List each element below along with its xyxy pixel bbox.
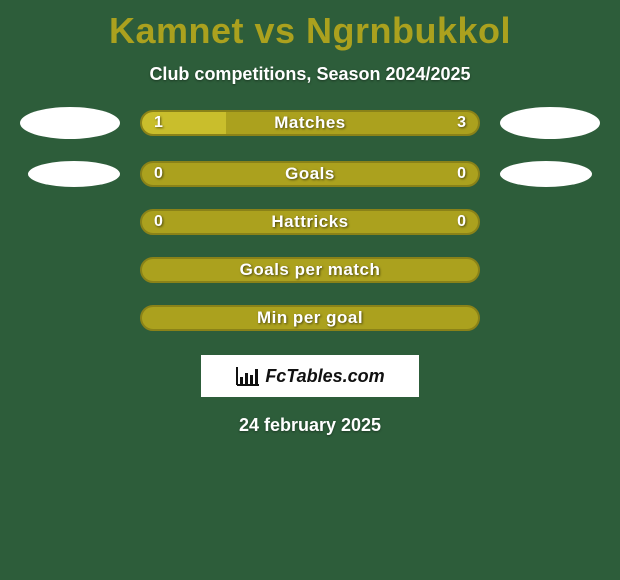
brand-text: FcTables.com	[265, 366, 384, 387]
page-title: Kamnet vs Ngrnbukkol	[0, 0, 620, 52]
brand-box[interactable]: FcTables.com	[201, 355, 419, 397]
stat-value-right: 0	[457, 213, 466, 231]
stat-label: Goals	[142, 164, 478, 184]
team-right-marker	[500, 107, 600, 139]
stat-label: Hattricks	[142, 212, 478, 232]
stat-label: Matches	[142, 113, 478, 133]
stat-label: Goals per match	[142, 260, 478, 280]
stat-row: Min per goal	[0, 305, 620, 331]
stat-row: 0Goals0	[0, 161, 620, 187]
date-text: 24 february 2025	[0, 415, 620, 436]
stat-bar: Min per goal	[140, 305, 480, 331]
stat-label: Min per goal	[142, 308, 478, 328]
page-subtitle: Club competitions, Season 2024/2025	[0, 64, 620, 85]
stat-row: Goals per match	[0, 257, 620, 283]
stat-bar: Goals per match	[140, 257, 480, 283]
stats-container: 1Matches30Goals00Hattricks0Goals per mat…	[0, 107, 620, 331]
team-left-marker	[20, 107, 120, 139]
comparison-card: Kamnet vs Ngrnbukkol Club competitions, …	[0, 0, 620, 580]
team-left-marker	[28, 161, 120, 187]
stat-row: 1Matches3	[0, 107, 620, 139]
stat-value-right: 3	[457, 114, 466, 132]
stat-bar: 1Matches3	[140, 110, 480, 136]
stat-bar: 0Hattricks0	[140, 209, 480, 235]
stat-row: 0Hattricks0	[0, 209, 620, 235]
bar-chart-icon	[235, 365, 261, 387]
stat-value-right: 0	[457, 165, 466, 183]
team-right-marker	[500, 161, 592, 187]
stat-bar: 0Goals0	[140, 161, 480, 187]
